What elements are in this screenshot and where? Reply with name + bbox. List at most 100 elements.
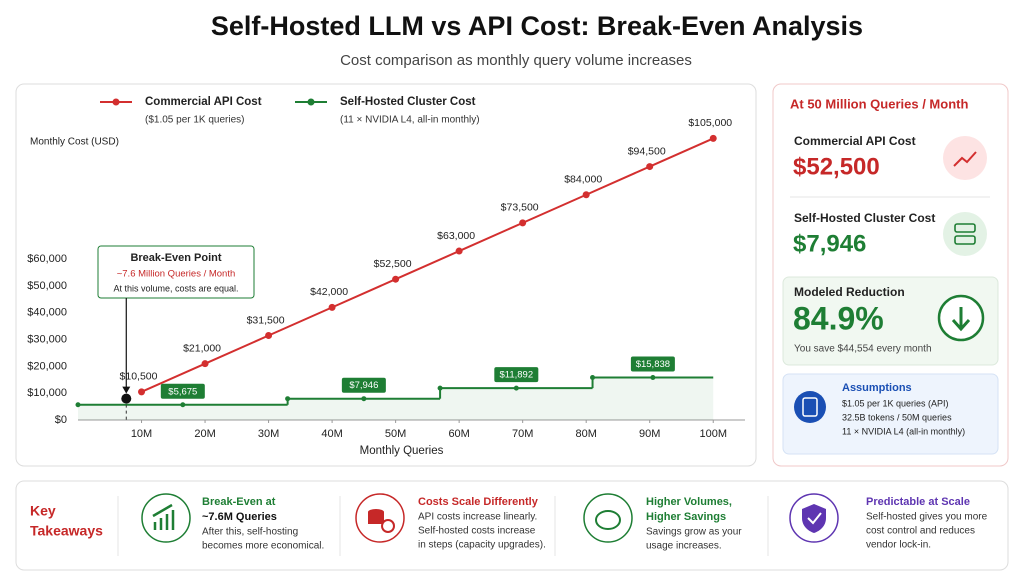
takeaway-title: Costs Scale Differently — [418, 496, 539, 508]
api-marker — [328, 303, 336, 311]
self-label: Self-Hosted Cluster Cost — [794, 211, 935, 225]
takeaway-text: API costs increase linearly. — [418, 512, 537, 523]
takeaway-title: ~7.6M Queries — [202, 511, 277, 523]
step-marker — [180, 402, 186, 408]
takeaway-text: usage increases. — [646, 541, 722, 552]
step-marker — [513, 385, 519, 391]
api-value-label: $105,000 — [688, 117, 732, 129]
step-badge — [341, 377, 386, 393]
api-icon-arrow — [953, 151, 977, 167]
step-marker — [590, 375, 596, 381]
legend-label: Commercial API Cost — [145, 96, 262, 108]
reduction-value: 84.9% — [793, 300, 884, 336]
step-label: $15,838 — [636, 359, 670, 370]
server-icon-part — [954, 223, 976, 233]
step-marker — [361, 396, 367, 402]
calculator-icon-part — [802, 397, 818, 417]
x-tick-label: 10M — [131, 428, 152, 440]
reduction-label: Modeled Reduction — [794, 285, 905, 299]
y-tick-label: $60,000 — [27, 253, 67, 265]
takeaway-icon-art — [152, 503, 175, 530]
page-title: Self-Hosted LLM vs API Cost: Break-Even … — [211, 11, 863, 41]
reduction-box — [782, 276, 999, 366]
server-icon-part — [954, 235, 976, 245]
y-tick-label: $10,000 — [27, 387, 67, 399]
api-value-label: $42,000 — [310, 286, 348, 298]
y-axis-label: Monthly Cost (USD) — [30, 137, 119, 148]
annotation-box — [97, 245, 255, 299]
x-axis-label: Monthly Queries — [360, 445, 444, 457]
down-icon-arrow — [951, 307, 971, 332]
api-marker — [646, 163, 654, 171]
takeaway-text: Self-hosted gives you more — [866, 512, 988, 523]
takeaway-title: Break-Even at — [202, 496, 276, 508]
takeaway-text: After this, self-hosting — [202, 527, 298, 538]
takeaway-text: vendor lock-in. — [866, 540, 931, 551]
takeaway-icon-art — [802, 504, 826, 533]
y-tick-label: $40,000 — [27, 307, 67, 319]
legend-label: Self-Hosted Cluster Cost — [340, 96, 476, 108]
calculator-icon — [794, 391, 826, 423]
legend-description: (11 × NVIDIA L4, all-in monthly) — [340, 115, 480, 126]
api-marker — [582, 191, 590, 199]
api-value-label: $84,000 — [564, 174, 602, 186]
api-marker — [392, 275, 400, 283]
api-value-label: $73,500 — [501, 202, 539, 214]
y-tick-label: $30,000 — [27, 333, 67, 345]
takeaways-heading: Takeaways — [30, 523, 103, 539]
annotation-arrowhead — [122, 386, 131, 394]
x-tick-label: 80M — [575, 428, 596, 440]
step-marker — [650, 375, 656, 381]
y-tick-label: $50,000 — [27, 280, 67, 292]
api-label: Commercial API Cost — [794, 134, 916, 148]
step-marker — [437, 385, 443, 391]
y-tick-label: $20,000 — [27, 360, 67, 372]
step-label: $5,675 — [168, 386, 197, 397]
x-tick-label: 60M — [448, 428, 469, 440]
api-marker — [265, 332, 273, 340]
step-badge — [160, 383, 205, 399]
chart: Monthly Cost (USD) Monthly Queries $0 $10,0… — [27, 96, 745, 457]
api-marker — [455, 247, 463, 255]
takeaway-title: Higher Savings — [646, 511, 726, 523]
api-value-label: $94,500 — [628, 145, 666, 157]
step-marker — [75, 402, 81, 408]
api-value-label: $63,000 — [437, 230, 475, 242]
assumption: 11 × NVIDIA L4 (all-in monthly) — [842, 426, 965, 436]
takeaway-text: becomes more economical. — [202, 541, 324, 552]
api-marker — [709, 134, 717, 142]
break-even-marker — [121, 393, 132, 404]
takeaway-icon — [583, 493, 633, 543]
takeaway-texts: Break-Even at ~7.6M Queries After this, se… — [202, 496, 988, 552]
takeaway-text: Savings grow as your — [646, 527, 742, 538]
x-tick-label: 50M — [385, 428, 406, 440]
takeaway-title: Higher Volumes, — [646, 496, 732, 508]
legend-marker — [112, 98, 120, 106]
takeaway-text: in steps (capacity upgrades). — [418, 540, 546, 551]
assumption: $1.05 per 1K queries (API) — [842, 398, 949, 408]
step-marker — [285, 396, 291, 402]
x-tick-label: 20M — [194, 428, 215, 440]
takeaways-panel — [15, 480, 1009, 571]
takeaway-icon-art — [381, 519, 395, 533]
x-tick-label: 90M — [639, 428, 660, 440]
takeaway-icon-art — [368, 512, 384, 524]
page-subtitle: Cost comparison as monthly query volume … — [340, 52, 692, 69]
y-tick-label: $0 — [55, 414, 67, 426]
x-tick-label: 40M — [321, 428, 342, 440]
api-value-label: $31,500 — [247, 314, 285, 326]
annotation-title: Break-Even Point — [130, 252, 221, 264]
summary-panel — [772, 83, 1009, 467]
assumptions-box — [782, 373, 999, 455]
summary-heading: At 50 Million Queries / Month — [790, 96, 968, 111]
api-marker — [519, 219, 527, 227]
api-value-label: $52,500 — [374, 258, 412, 270]
takeaway-icon-art — [595, 510, 621, 530]
legend-marker — [307, 98, 315, 106]
takeaways-heading: Key — [30, 503, 56, 519]
assumptions-title: Assumptions — [842, 382, 912, 394]
step-badge — [494, 367, 539, 383]
legend-description: ($1.05 per 1K queries) — [145, 115, 245, 126]
step-label: $7,946 — [349, 380, 378, 391]
